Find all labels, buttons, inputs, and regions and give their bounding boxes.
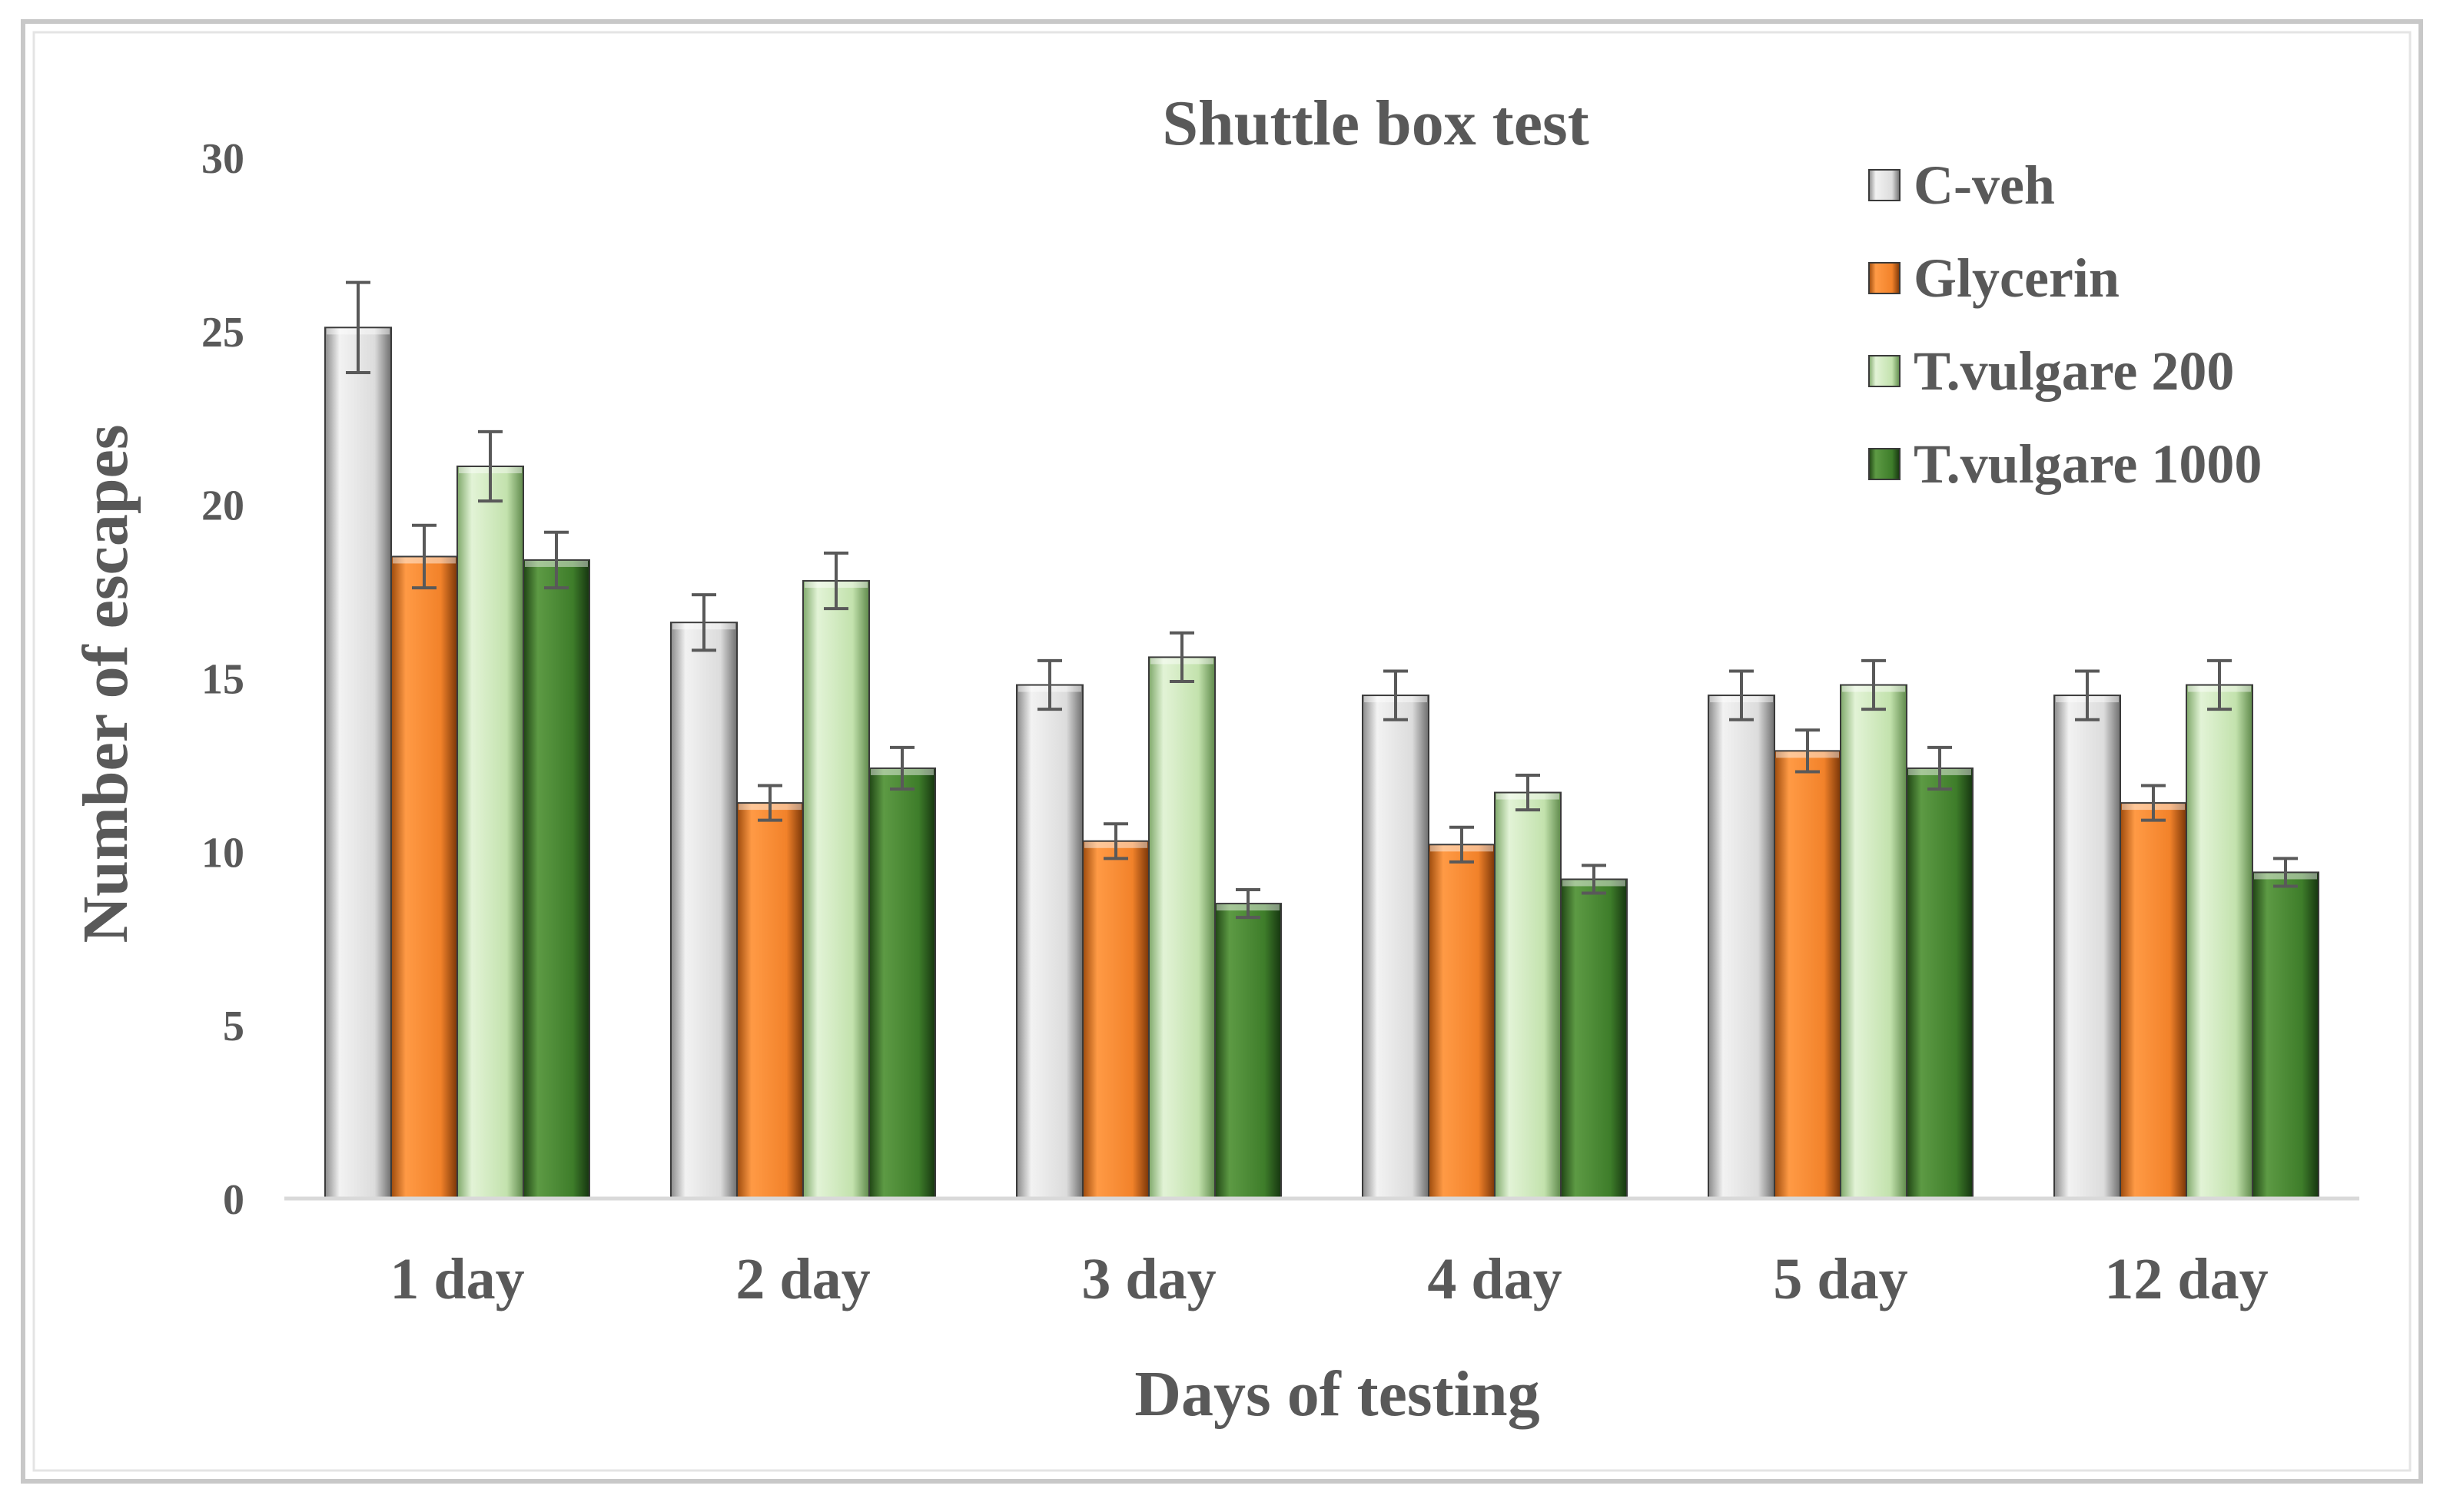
legend-label: Glycerin (1914, 247, 2120, 309)
error-bar (758, 784, 782, 822)
y-tick-label: 30 (201, 135, 244, 183)
x-category-label: 12 day (2104, 1247, 2268, 1311)
bar-glycerin-0 (390, 555, 458, 1199)
y-axis-ticks: 0 5 10 15 20 25 30 (201, 135, 244, 1224)
bar-glycerin-4 (1774, 750, 1841, 1199)
x-category-label: 5 day (1773, 1247, 1907, 1311)
error-bars (346, 280, 2298, 920)
legend-label: C-veh (1914, 154, 2055, 216)
bar-t-vulgare-200-5 (2186, 684, 2253, 1199)
legend-item: T.vulgare 200 (1868, 340, 2234, 402)
error-bar (1104, 822, 1128, 860)
error-bar (1795, 728, 1820, 774)
bar-glycerin-5 (2120, 802, 2187, 1199)
chart-inner-frame (32, 31, 2412, 1472)
bar-c-veh-5 (2053, 695, 2121, 1199)
x-category-label: 1 day (390, 1247, 524, 1311)
bar-c-veh-0 (324, 327, 392, 1200)
error-bar (1236, 888, 1260, 920)
legend-swatch (1868, 355, 1901, 387)
x-axis-title: Days of testing (1134, 1358, 1539, 1430)
x-category-label: 4 day (1427, 1247, 1562, 1311)
bar-t-vulgare-200-3 (1494, 791, 1562, 1200)
bar-glycerin-1 (736, 802, 804, 1199)
y-tick-label: 15 (201, 656, 244, 704)
error-bar (2141, 784, 2166, 822)
y-tick-label: 10 (201, 829, 244, 877)
x-axis-categories: 1 day 2 day 3 day 4 day 5 day 12 day (390, 1247, 2268, 1311)
error-bar (1170, 631, 1194, 684)
legend-label: T.vulgare 1000 (1914, 433, 2262, 495)
bar-c-veh-4 (1708, 695, 1775, 1199)
legend-swatch (1868, 448, 1901, 480)
bar-glycerin-2 (1082, 840, 1150, 1199)
y-tick-label: 5 (223, 1003, 244, 1050)
legend-item: T.vulgare 1000 (1868, 433, 2262, 495)
x-category-label: 3 day (1081, 1247, 1216, 1311)
bar-t-vulgare-1000-5 (2252, 871, 2319, 1200)
bar-glycerin-3 (1428, 844, 1496, 1200)
error-bar (1582, 864, 1606, 895)
bar-t-vulgare-1000-2 (1214, 903, 1282, 1200)
x-category-label: 2 day (735, 1247, 870, 1311)
bar-t-vulgare-1000-0 (523, 559, 590, 1199)
error-bar (1861, 658, 1886, 711)
error-bar (2075, 669, 2100, 721)
bar-c-veh-1 (670, 622, 738, 1199)
legend-item: C-veh (1868, 154, 2055, 216)
legend: C-veh Glycerin T.vulgare 200 T.vulgare 1000 (1868, 154, 2262, 495)
error-bar (1729, 669, 1754, 721)
y-tick-label: 25 (201, 309, 244, 356)
error-bar (1037, 658, 1062, 711)
bar-c-veh-2 (1016, 684, 1084, 1199)
error-bar (1449, 825, 1474, 864)
bar-t-vulgare-1000-1 (868, 767, 936, 1199)
legend-item: Glycerin (1868, 247, 2120, 309)
bar-t-vulgare-200-2 (1148, 656, 1216, 1199)
error-bar (692, 593, 716, 652)
legend-swatch (1868, 262, 1901, 294)
error-bar (824, 551, 848, 611)
bar-t-vulgare-1000-4 (1906, 767, 1974, 1199)
error-bar (412, 523, 437, 590)
bar-t-vulgare-200-4 (1840, 684, 1907, 1199)
bar-t-vulgare-200-0 (456, 465, 524, 1199)
y-axis-title: Number of escapes (70, 424, 141, 943)
error-bar (478, 429, 503, 503)
error-bar (544, 530, 569, 590)
error-bar (890, 745, 915, 791)
error-bar (1383, 669, 1408, 721)
y-tick-label: 0 (223, 1176, 244, 1224)
error-bar (1515, 773, 1540, 812)
bar-c-veh-3 (1362, 695, 1429, 1199)
error-bar (346, 280, 370, 375)
error-bar (2273, 857, 2298, 888)
bar-t-vulgare-200-1 (802, 580, 870, 1199)
y-tick-label: 20 (201, 482, 244, 530)
chart-title: Shuttle box test (1162, 88, 1588, 159)
legend-label: T.vulgare 200 (1914, 340, 2234, 402)
error-bar (1927, 745, 1952, 791)
legend-swatch (1868, 169, 1901, 201)
bar-t-vulgare-1000-3 (1560, 878, 1628, 1199)
error-bar (2207, 658, 2232, 711)
